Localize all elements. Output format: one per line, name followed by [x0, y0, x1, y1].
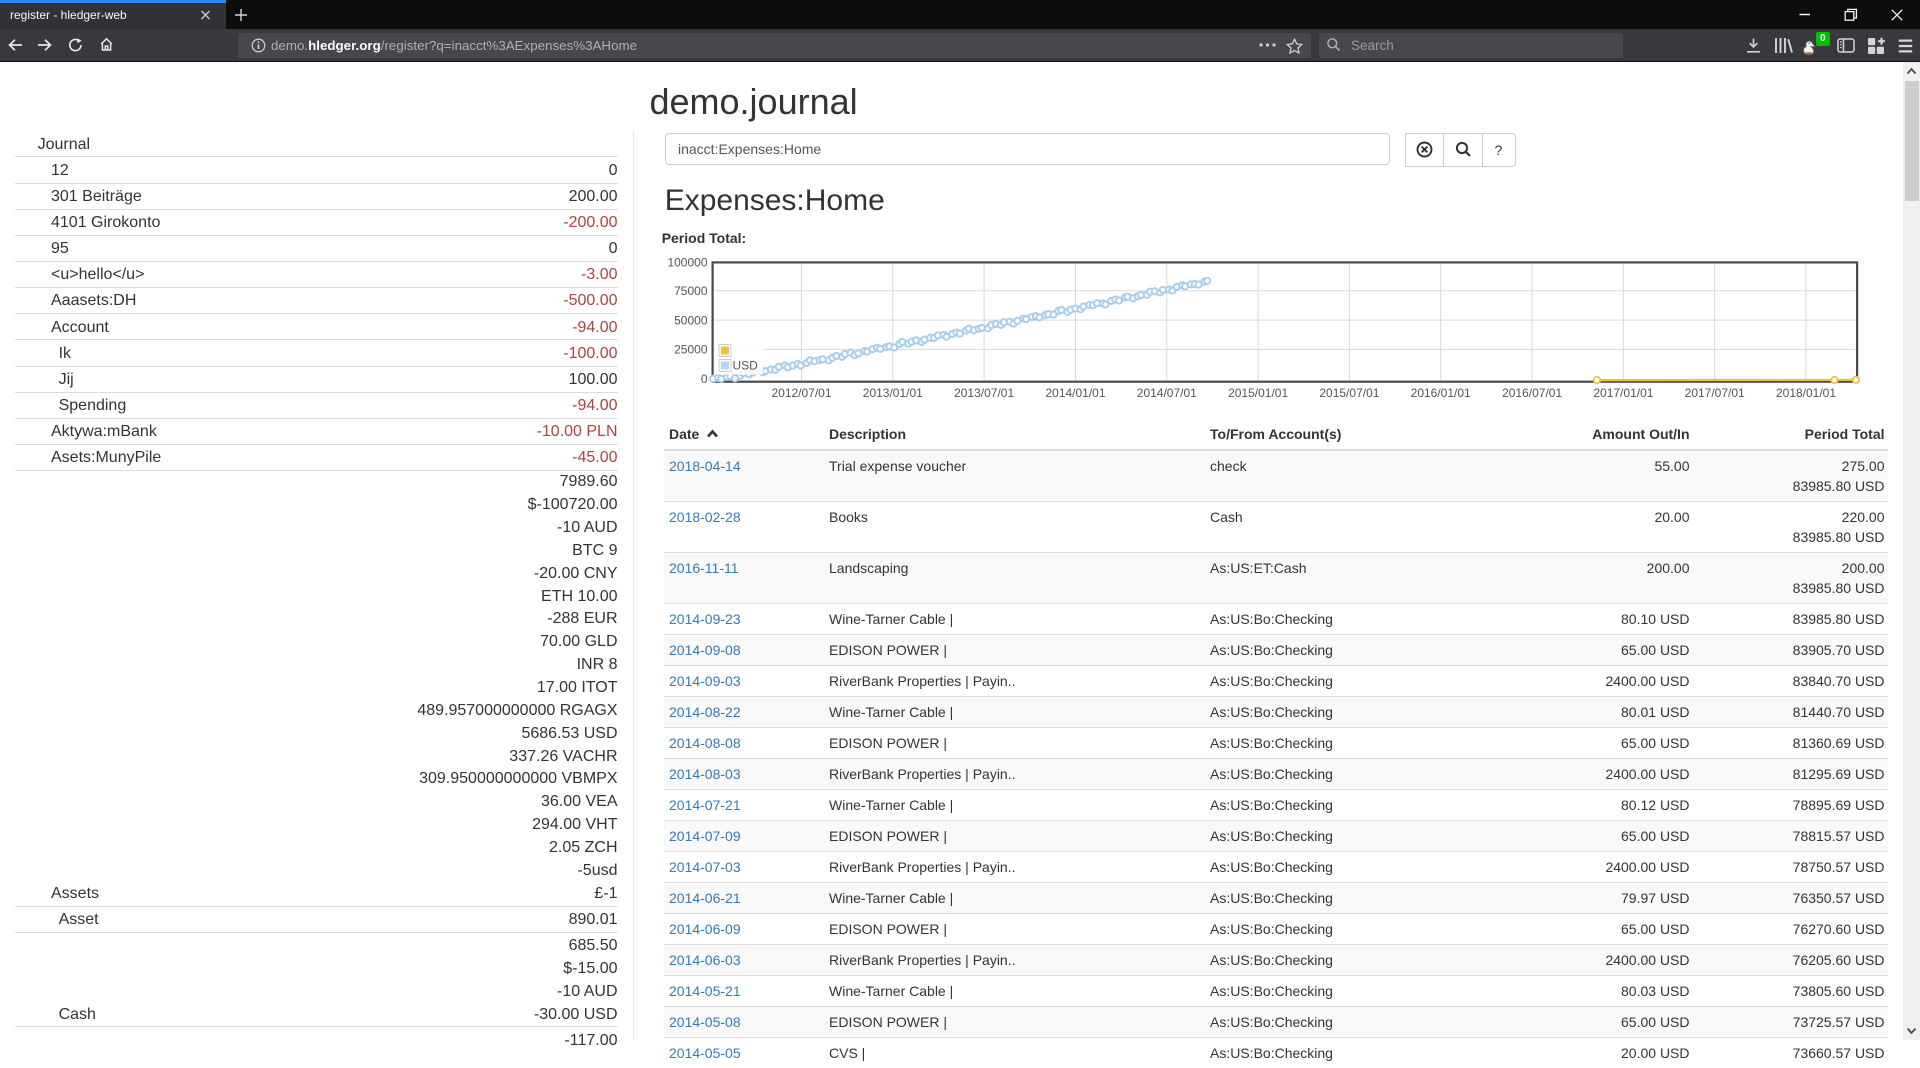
svg-text:2014/07/01: 2014/07/01: [1137, 386, 1197, 400]
svg-text:2016/07/01: 2016/07/01: [1502, 386, 1562, 400]
svg-text:2014/01/01: 2014/01/01: [1045, 386, 1105, 400]
svg-text:2012/07/01: 2012/07/01: [771, 386, 831, 400]
svg-text:2015/07/01: 2015/07/01: [1319, 386, 1379, 400]
svg-text:25000: 25000: [674, 343, 708, 357]
svg-text:2013/07/01: 2013/07/01: [954, 386, 1014, 400]
svg-text:2015/01/01: 2015/01/01: [1228, 386, 1288, 400]
svg-text:2016/01/01: 2016/01/01: [1411, 386, 1471, 400]
svg-text:75000: 75000: [674, 284, 708, 298]
svg-text:2013/01/01: 2013/01/01: [863, 386, 923, 400]
svg-text:2018/01/01: 2018/01/01: [1776, 386, 1836, 400]
svg-text:0: 0: [701, 372, 708, 386]
svg-text:100000: 100000: [667, 256, 707, 270]
svg-text:2017/01/01: 2017/01/01: [1593, 386, 1653, 400]
svg-text:2017/07/01: 2017/07/01: [1685, 386, 1745, 400]
svg-text:USD: USD: [733, 359, 759, 373]
svg-text:50000: 50000: [674, 313, 708, 327]
